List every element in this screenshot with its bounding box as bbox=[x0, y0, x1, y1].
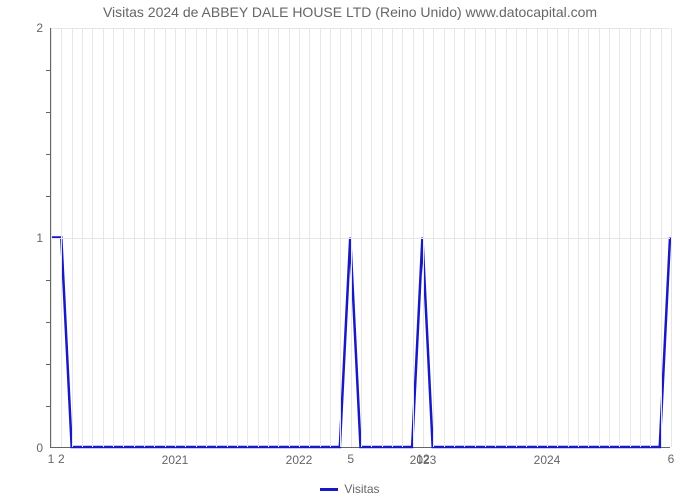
chart-container: { "chart": { "type": "line", "title": "V… bbox=[0, 0, 700, 500]
x-axis-tick-label: 2022 bbox=[286, 447, 313, 467]
data-point-label: 1 bbox=[48, 452, 55, 466]
y-axis-tick-label: 2 bbox=[36, 21, 51, 35]
data-point-label: 2 bbox=[58, 452, 65, 466]
y-axis-minor-tick bbox=[46, 280, 51, 281]
plot-area: 0122021202220232024125126 bbox=[50, 28, 670, 448]
y-axis-minor-tick bbox=[46, 70, 51, 71]
y-axis-minor-tick bbox=[46, 322, 51, 323]
y-axis-minor-tick bbox=[46, 364, 51, 365]
gridline-horizontal bbox=[51, 238, 670, 239]
gridline-horizontal bbox=[51, 28, 670, 29]
legend-label: Visitas bbox=[344, 482, 379, 496]
gridline-vertical bbox=[671, 28, 672, 447]
x-axis-tick-label: 2024 bbox=[534, 447, 561, 467]
legend: Visitas bbox=[0, 482, 700, 496]
y-axis-minor-tick bbox=[46, 196, 51, 197]
chart-title: Visitas 2024 de ABBEY DALE HOUSE LTD (Re… bbox=[0, 4, 700, 20]
data-point-label: 12 bbox=[416, 452, 429, 466]
y-axis-minor-tick bbox=[46, 154, 51, 155]
data-point-label: 5 bbox=[347, 452, 354, 466]
y-axis-minor-tick bbox=[46, 406, 51, 407]
x-axis-tick-label: 2021 bbox=[162, 447, 189, 467]
y-axis-minor-tick bbox=[46, 112, 51, 113]
data-point-label: 6 bbox=[668, 452, 675, 466]
y-axis-tick-label: 1 bbox=[36, 231, 51, 245]
legend-swatch bbox=[320, 488, 338, 491]
